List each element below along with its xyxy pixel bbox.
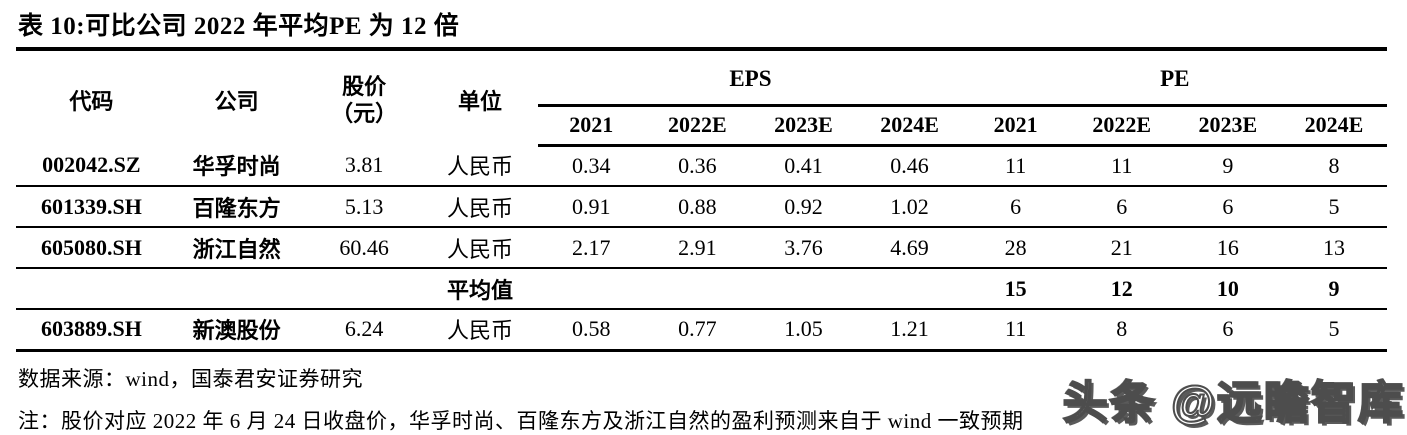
- col-header-code: 代码: [69, 89, 114, 114]
- col-header-price: 股价 （元）: [307, 51, 422, 145]
- cell-code: 603889.SH: [16, 309, 167, 352]
- cell-pe-2021: 15: [962, 268, 1069, 310]
- col-header-unit: 单位: [457, 89, 502, 114]
- cell-company: 华孚时尚: [166, 145, 307, 187]
- col-header-pe-2023e: 2023E: [1174, 105, 1281, 147]
- cell-code: 002042.SZ: [16, 145, 167, 187]
- cell-price: 6.24: [306, 309, 422, 352]
- cell-eps-2024e: 1.21: [856, 309, 963, 352]
- group-header-pe: PE: [962, 51, 1387, 107]
- cell-pe-2024e: 8: [1280, 145, 1387, 187]
- cell-pe-2024e: 5: [1280, 309, 1387, 352]
- cell-unit: 人民币: [421, 309, 539, 352]
- cell-pe-2024e: 9: [1280, 268, 1387, 310]
- cell-pe-2022e: 12: [1068, 268, 1175, 310]
- cell-eps-2023e: 0.92: [750, 186, 857, 228]
- col-header-pe-2021: 2021: [962, 105, 1069, 147]
- cell-pe-2022e: 8: [1068, 309, 1175, 352]
- cell-eps-2022e: [644, 268, 751, 310]
- col-header-eps-2024e: 2024E: [856, 105, 963, 147]
- cell-eps-2022e: 2.91: [644, 227, 751, 269]
- table-row: 601339.SH 百隆东方 5.13 人民币 0.91 0.88 0.92 1…: [16, 186, 1387, 228]
- col-header-pe-2022e: 2022E: [1068, 105, 1175, 147]
- cell-eps-2021: [538, 268, 645, 310]
- cell-unit: 人民币: [421, 227, 539, 269]
- group-header-eps: EPS: [538, 51, 963, 107]
- cell-price: 5.13: [306, 186, 422, 228]
- cell-price: 60.46: [306, 227, 422, 269]
- cell-eps-2024e: 1.02: [856, 186, 963, 228]
- cell-pe-2024e: 13: [1280, 227, 1387, 269]
- average-label: 平均值: [421, 268, 539, 310]
- cell-pe-2023e: 6: [1174, 309, 1281, 352]
- cell-eps-2023e: [750, 268, 857, 310]
- cell-pe-2023e: 6: [1174, 186, 1281, 228]
- data-source-note: 数据来源：wind，国泰君安证券研究: [18, 366, 363, 391]
- cell-eps-2021: 0.58: [538, 309, 645, 352]
- col-header-price-line1: 股价: [342, 74, 387, 99]
- cell-eps-2023e: 1.05: [750, 309, 857, 352]
- cell-pe-2022e: 6: [1068, 186, 1175, 228]
- comparable-companies-table: 代码 公司 股价 （元） 单位 EPS PE 2021 2022E 2023E …: [16, 51, 1387, 352]
- toutiao-watermark: 头条 @远瞻智库: [1056, 366, 1405, 431]
- cell-pe-2021: 11: [962, 309, 1069, 352]
- cell-price: [306, 268, 422, 310]
- cell-code: 605080.SH: [16, 227, 167, 269]
- cell-pe-2022e: 11: [1068, 145, 1175, 187]
- cell-pe-2021: 28: [962, 227, 1069, 269]
- table-row: 002042.SZ 华孚时尚 3.81 人民币 0.34 0.36 0.41 0…: [16, 145, 1387, 187]
- cell-eps-2024e: [856, 268, 963, 310]
- col-header-eps-2023e: 2023E: [750, 105, 857, 147]
- cell-pe-2021: 11: [962, 145, 1069, 187]
- cell-pe-2022e: 21: [1068, 227, 1175, 269]
- cell-company: 新澳股份: [166, 309, 307, 352]
- average-row: 平均值 15 12 10 9: [16, 268, 1387, 310]
- cell-pe-2023e: 10: [1174, 268, 1281, 310]
- cell-pe-2021: 6: [962, 186, 1069, 228]
- cell-eps-2022e: 0.36: [644, 145, 751, 187]
- cell-eps-2023e: 3.76: [750, 227, 857, 269]
- cell-code: 601339.SH: [16, 186, 167, 228]
- cell-pe-2023e: 16: [1174, 227, 1281, 269]
- header-year-row: 2021 2022E 2023E 2024E 2021 2022E 2023E …: [16, 105, 1387, 147]
- col-header-pe-2024e: 2024E: [1280, 105, 1387, 147]
- col-header-eps-2021: 2021: [538, 105, 645, 147]
- col-header-price-line2: （元）: [331, 101, 398, 126]
- col-header-company: 公司: [214, 89, 259, 114]
- cell-price: 3.81: [306, 145, 422, 187]
- cell-eps-2021: 0.34: [538, 145, 645, 187]
- cell-eps-2024e: 0.46: [856, 145, 963, 187]
- table-row: 603889.SH 新澳股份 6.24 人民币 0.58 0.77 1.05 1…: [16, 309, 1387, 352]
- cell-unit: 人民币: [421, 186, 539, 228]
- cell-eps-2024e: 4.69: [856, 227, 963, 269]
- cell-eps-2021: 0.91: [538, 186, 645, 228]
- cell-eps-2022e: 0.77: [644, 309, 751, 352]
- cell-pe-2024e: 5: [1280, 186, 1387, 228]
- header-group-row: 代码 公司 股价 （元） 单位 EPS PE: [16, 51, 1387, 126]
- cell-code: [16, 268, 167, 310]
- cell-unit: 人民币: [421, 145, 539, 187]
- table-row: 605080.SH 浙江自然 60.46 人民币 2.17 2.91 3.76 …: [16, 227, 1387, 269]
- cell-company: 百隆东方: [166, 186, 307, 228]
- table-title: 表 10:可比公司 2022 年平均PE 为 12 倍: [16, 4, 1387, 51]
- cell-pe-2023e: 9: [1174, 145, 1281, 187]
- cell-eps-2023e: 0.41: [750, 145, 857, 187]
- table-header: 代码 公司 股价 （元） 单位 EPS PE 2021 2022E 2023E …: [16, 51, 1387, 147]
- col-header-eps-2022e: 2022E: [644, 105, 751, 147]
- cell-company: 浙江自然: [166, 227, 307, 269]
- cell-eps-2022e: 0.88: [644, 186, 751, 228]
- cell-company: [166, 268, 307, 310]
- cell-eps-2021: 2.17: [538, 227, 645, 269]
